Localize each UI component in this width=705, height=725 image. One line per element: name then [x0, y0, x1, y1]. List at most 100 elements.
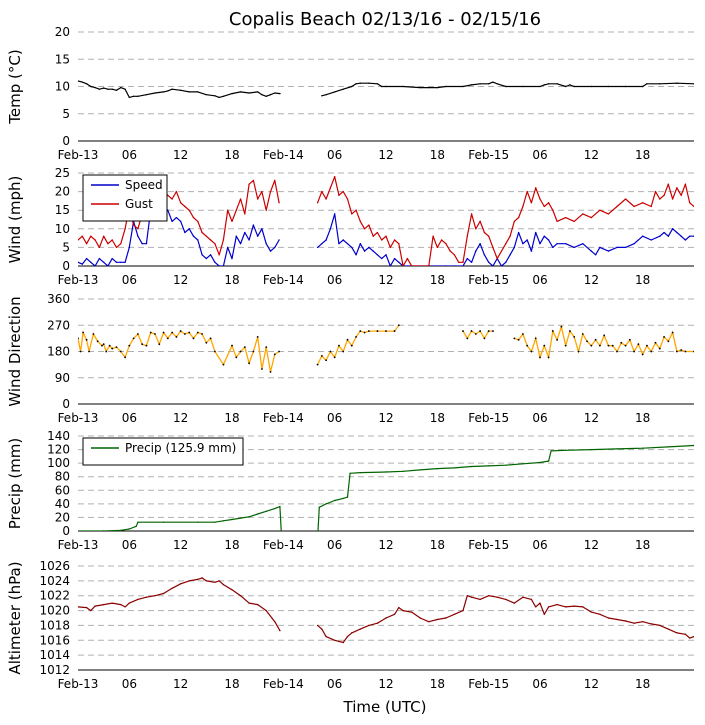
- series-dir-point: [222, 363, 225, 366]
- series-temp-point: [167, 90, 169, 92]
- y-tick-label: 120: [47, 443, 70, 457]
- series-speed-point: [265, 242, 267, 245]
- x-tick-label: 06: [532, 411, 547, 425]
- series-precip-point: [137, 521, 139, 523]
- series-alt-point: [222, 583, 225, 586]
- series-dir-point: [513, 337, 516, 340]
- chart-title: Copalis Beach 02/13/16 - 02/15/16: [229, 9, 541, 30]
- series-speed-point: [385, 254, 387, 256]
- y-tick-label: 40: [55, 497, 70, 511]
- series-speed-point: [535, 231, 537, 234]
- series-speed-point: [607, 250, 610, 252]
- series-alt-point: [684, 633, 687, 636]
- series-gust-point: [218, 254, 220, 256]
- series-dir-point: [329, 350, 332, 353]
- series-gust-point: [201, 231, 203, 234]
- series-gust-point: [458, 261, 460, 263]
- series-dir-point: [393, 330, 396, 332]
- series-precip-point: [248, 516, 250, 518]
- y-tick-label: 1018: [39, 618, 70, 632]
- x-tick-label: 12: [173, 148, 188, 162]
- series-dir-point: [79, 350, 82, 353]
- series-alt-point: [393, 613, 396, 615]
- series-speed-point: [274, 246, 276, 249]
- series-precip-point: [547, 460, 550, 462]
- series-alt-point: [535, 606, 537, 608]
- series-speed-point: [693, 235, 694, 237]
- y-tick-label: 180: [47, 345, 70, 359]
- series-gust-point: [470, 213, 473, 215]
- series-speed-point: [205, 257, 208, 260]
- series-dir-point: [119, 350, 122, 353]
- y-axis-label: Altimeter (hPa): [6, 561, 24, 674]
- series-speed-point: [633, 242, 635, 245]
- series-alt-point: [342, 641, 344, 644]
- series-gust-point: [265, 209, 267, 211]
- series-alt-point: [466, 595, 468, 597]
- series-dir-point: [680, 349, 683, 351]
- x-tick-label: Feb-15: [468, 411, 509, 425]
- series-temp-point: [325, 93, 327, 96]
- series-gust-point: [633, 205, 635, 208]
- series-temp-point: [269, 93, 272, 96]
- series-alt-point: [90, 609, 92, 612]
- series-speed-point: [372, 250, 374, 252]
- x-tick-label: 18: [430, 677, 445, 691]
- series-dir-point: [179, 330, 182, 332]
- series-dir-point: [526, 344, 529, 347]
- series-dir-line: [514, 324, 694, 360]
- series-speed-point: [278, 239, 280, 241]
- series-temp-point: [607, 85, 610, 88]
- series-dir-point: [581, 333, 584, 335]
- series-dir-point: [359, 330, 362, 332]
- series-alt-point: [667, 628, 670, 630]
- series-gust-point: [389, 246, 391, 249]
- series-speed-point: [539, 242, 541, 245]
- series-alt-point: [321, 628, 323, 630]
- legend-entry-speed: Speed: [125, 178, 163, 192]
- series-precip-point: [102, 530, 105, 531]
- series-temp-point: [659, 83, 661, 85]
- y-tick-label: 1020: [39, 604, 70, 618]
- series-dir-point: [213, 350, 216, 353]
- series-dir-point: [252, 350, 255, 353]
- series-precip-point: [197, 521, 199, 523]
- series-dir-point: [628, 338, 631, 341]
- series-alt-point: [171, 587, 173, 589]
- x-tick-label: 06: [327, 148, 342, 162]
- series-gust-point: [197, 220, 199, 223]
- series-speed-point: [171, 220, 173, 223]
- series-gust-point: [227, 209, 229, 211]
- series-precip-point: [505, 464, 507, 466]
- series-dir-point: [162, 331, 165, 334]
- series-alt-point: [359, 628, 362, 630]
- series-speed-point: [111, 257, 113, 260]
- x-tick-label: Feb-15: [468, 148, 509, 162]
- series-temp-point: [274, 92, 276, 94]
- series-speed-point: [244, 231, 246, 234]
- series-alt-point: [78, 606, 79, 608]
- series-gust-point: [466, 235, 468, 237]
- x-tick-label: 06: [122, 538, 137, 552]
- series-gust-point: [385, 235, 387, 237]
- series-speed-point: [239, 242, 242, 245]
- series-speed-point: [102, 261, 105, 263]
- series-precip-point: [641, 447, 644, 449]
- series-temp-point: [436, 86, 439, 89]
- legend: Precip (125.9 mm): [82, 437, 244, 466]
- series-gust-point: [445, 242, 447, 245]
- series-gust-point: [244, 213, 246, 215]
- series-alt-point: [522, 596, 524, 598]
- x-tick-label: 12: [584, 273, 599, 287]
- series-precip-point: [346, 496, 349, 498]
- series-dir-point: [325, 359, 328, 362]
- series-speed-point: [227, 246, 229, 249]
- series-precip-point: [616, 448, 618, 450]
- series-dir-point: [149, 331, 152, 334]
- series-dir-point: [397, 324, 400, 327]
- series-alt-point: [496, 596, 498, 598]
- series-temp-point: [676, 82, 678, 84]
- series-speed-point: [492, 265, 494, 266]
- y-tick-label: 0: [62, 397, 70, 411]
- series-temp-point: [333, 91, 336, 93]
